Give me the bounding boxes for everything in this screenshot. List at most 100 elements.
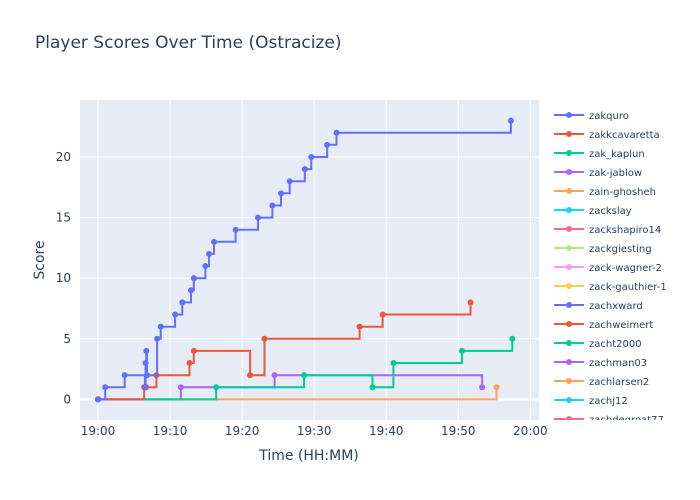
data-point[interactable] [186, 360, 193, 367]
x-axis: 19:00 19:10 19:20 19:30 19:40 19:50 20:00 [81, 424, 548, 438]
x-tick-label: 20:00 [513, 424, 548, 438]
data-point[interactable] [509, 335, 516, 342]
data-point[interactable] [301, 166, 308, 173]
data-point[interactable] [102, 384, 109, 391]
data-point[interactable] [390, 360, 397, 367]
y-tick-label: 0 [63, 392, 71, 406]
legend-label: zackgiesting [589, 244, 652, 255]
data-point[interactable] [141, 384, 148, 391]
data-point[interactable] [95, 396, 102, 403]
data-point[interactable] [213, 384, 220, 391]
y-tick-label: 10 [56, 271, 71, 285]
legend-label: zackshapiro14 [589, 225, 661, 236]
data-point[interactable] [254, 214, 261, 221]
series-zakquro [95, 117, 514, 403]
data-point[interactable] [143, 347, 150, 354]
data-point[interactable] [190, 347, 197, 354]
legend-item-zachxward[interactable]: zachxward [554, 301, 643, 312]
legend-swatch-marker [566, 131, 572, 137]
data-point[interactable] [205, 250, 212, 257]
data-point[interactable] [278, 190, 285, 197]
data-point[interactable] [261, 335, 268, 342]
data-point[interactable] [247, 372, 254, 379]
legend-swatch-marker [566, 226, 572, 232]
data-point[interactable] [154, 335, 161, 342]
legend-label: zachxward [589, 301, 643, 312]
legend-item-zackshapiro14[interactable]: zackshapiro14 [554, 225, 661, 236]
legend-swatch-marker [566, 169, 572, 175]
data-point[interactable] [458, 347, 465, 354]
data-point[interactable] [172, 311, 179, 318]
data-point[interactable] [121, 372, 128, 379]
legend-swatch-marker [566, 283, 572, 289]
legend-label: zakquro [589, 111, 629, 122]
data-point[interactable] [324, 141, 331, 148]
data-point[interactable] [202, 263, 209, 270]
data-point[interactable] [286, 178, 293, 185]
data-point[interactable] [157, 323, 164, 330]
data-point[interactable] [271, 372, 278, 379]
legend-item-zakkcavaretta[interactable]: zakkcavaretta [554, 130, 660, 141]
x-tick-label: 19:40 [369, 424, 404, 438]
legend-label: zachman03 [589, 358, 647, 369]
legend-item-zachweimert[interactable]: zachweimert [554, 320, 653, 331]
legend-swatch-marker [566, 150, 572, 156]
chart-title: Player Scores Over Time (Ostracize) [35, 33, 342, 53]
data-point[interactable] [507, 117, 514, 124]
legend-label: zack-gauthier-1 [589, 282, 667, 293]
legend-swatch-marker [566, 397, 572, 403]
legend-item-zachlarsen2[interactable]: zachlarsen2 [554, 377, 649, 388]
x-tick-label: 19:00 [81, 424, 116, 438]
data-point[interactable] [232, 226, 239, 233]
data-point[interactable] [356, 323, 363, 330]
legend-label: zak_kaplun [589, 149, 645, 160]
legend-swatch-marker [566, 245, 572, 251]
legend-item-zack-wagner-2[interactable]: zack-wagner-2 [554, 263, 662, 274]
legend-swatch-marker [566, 112, 572, 118]
data-point[interactable] [479, 384, 486, 391]
legend-swatch-marker [566, 302, 572, 308]
data-point[interactable] [308, 153, 315, 160]
legend-item-zackslay[interactable]: zackslay [554, 206, 632, 217]
y-tick-label: 15 [56, 211, 71, 225]
data-point[interactable] [379, 311, 386, 318]
legend-label: zakkcavaretta [589, 130, 660, 141]
data-point[interactable] [333, 129, 340, 136]
legend-item-zak_kaplun[interactable]: zak_kaplun [554, 149, 645, 160]
legend-item-zacht2000[interactable]: zacht2000 [554, 339, 642, 350]
legend-item-zak-jablow[interactable]: zak-jablow [554, 168, 642, 179]
data-point[interactable] [301, 372, 308, 379]
legend-item-zakquro[interactable]: zakquro [554, 111, 629, 122]
legend-swatch-marker [566, 188, 572, 194]
legend-label: zacht2000 [589, 339, 642, 350]
legend-label: zachj12 [589, 396, 628, 407]
data-point[interactable] [187, 287, 194, 294]
legend-item-zachj12[interactable]: zachj12 [554, 396, 628, 407]
x-tick-label: 19:30 [297, 424, 332, 438]
data-point[interactable] [269, 202, 276, 209]
x-axis-label: Time (HH:MM) [258, 448, 359, 464]
legend-item-zachman03[interactable]: zachman03 [554, 358, 647, 369]
data-point[interactable] [144, 372, 151, 379]
data-point[interactable] [493, 384, 500, 391]
data-point[interactable] [179, 299, 186, 306]
legend-item-zackgiesting[interactable]: zackgiesting [554, 244, 652, 255]
legend[interactable]: zakquro zakkcavaretta zak_kaplun zak-jablow… [554, 111, 667, 426]
legend-label: zak-jablow [589, 168, 642, 179]
legend-item-zachdegroat77[interactable]: zachdegroat77 [554, 415, 664, 426]
data-point[interactable] [211, 238, 218, 245]
data-point[interactable] [467, 299, 474, 306]
series-line [98, 387, 498, 401]
data-point[interactable] [177, 384, 184, 391]
legend-label: zachlarsen2 [589, 377, 649, 388]
legend-label: zackslay [589, 206, 632, 217]
data-point[interactable] [142, 360, 149, 367]
legend-swatch-marker [566, 340, 572, 346]
data-point[interactable] [369, 384, 376, 391]
legend-item-zack-gauthier-1[interactable]: zack-gauthier-1 [554, 282, 667, 293]
data-point[interactable] [190, 275, 197, 282]
legend-swatch-marker [566, 207, 572, 213]
legend-item-zain-ghosheh[interactable]: zain-ghosheh [554, 187, 656, 198]
legend-label: zain-ghosheh [589, 187, 656, 198]
